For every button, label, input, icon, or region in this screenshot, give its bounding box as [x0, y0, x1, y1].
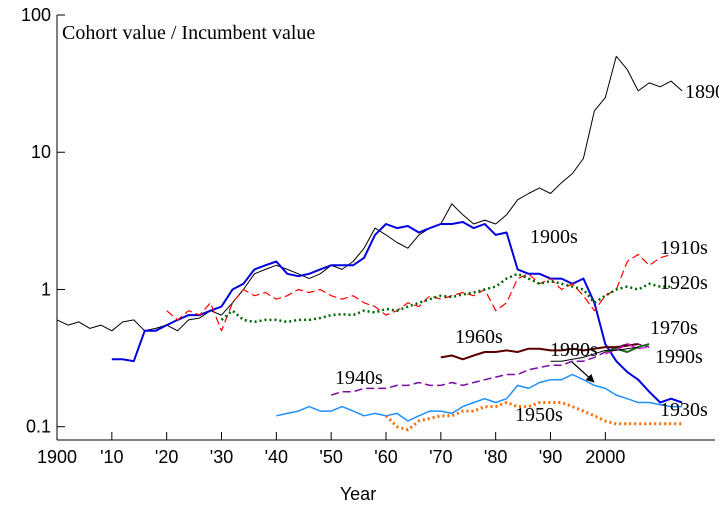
series-line: [384, 401, 683, 432]
series-label: 1910s: [660, 237, 708, 259]
series-label: 1930s: [660, 399, 708, 421]
x-tick-label: '40: [265, 447, 288, 467]
x-tick-label: '70: [429, 447, 452, 467]
series-line: [330, 343, 650, 396]
series-label: 1920s: [660, 272, 708, 294]
series-line: [276, 373, 683, 422]
x-tick-label: '10: [100, 447, 123, 467]
y-tick-label: 10: [31, 142, 51, 162]
x-axis-title: Year: [340, 484, 376, 504]
series-label: 1900s: [530, 226, 578, 248]
series-label: 1970s: [650, 317, 698, 339]
x-tick-label: '60: [374, 447, 397, 467]
series-label: 1980s: [550, 339, 598, 361]
series-line: [605, 343, 650, 355]
x-tick-label: '90: [539, 447, 562, 467]
y-tick-label: 100: [21, 5, 51, 25]
annotation: Cohort value / Incumbent value: [62, 22, 315, 44]
y-tick-label: 1: [41, 279, 51, 299]
x-tick-label: '80: [484, 447, 507, 467]
series-line: [605, 343, 650, 353]
series-line: [56, 55, 683, 332]
x-tick-label: 2000: [585, 447, 625, 467]
x-tick-label: 1900: [37, 447, 77, 467]
series-label: 1960s: [455, 326, 503, 348]
x-tick-label: '30: [210, 447, 233, 467]
series-label: 1940s: [335, 367, 383, 389]
series-label: 1950s: [515, 404, 563, 426]
series-label: 1890s: [685, 81, 719, 103]
series-label: 1990s: [655, 346, 703, 368]
series-line: [440, 343, 639, 361]
y-tick-label: 0.1: [26, 417, 51, 437]
label-arrow: [571, 361, 595, 383]
series-line: [550, 346, 639, 362]
series-line: [166, 253, 672, 332]
x-tick-label: '50: [319, 447, 342, 467]
x-tick-label: '20: [155, 447, 178, 467]
series-line: [111, 221, 683, 404]
